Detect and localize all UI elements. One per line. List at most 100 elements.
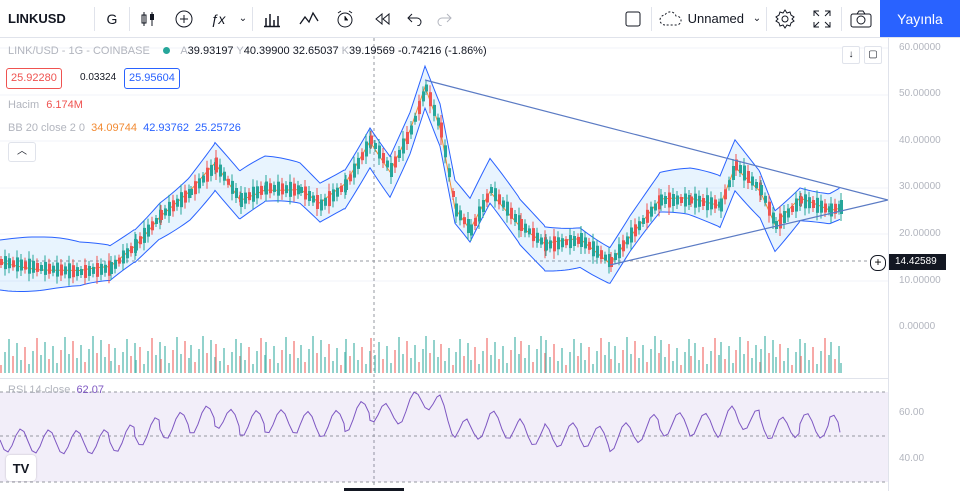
volume-bar bbox=[122, 352, 124, 373]
candle-body bbox=[406, 132, 409, 144]
candle-body bbox=[710, 197, 713, 210]
volume-bar bbox=[706, 364, 708, 373]
maximize-pane-icon[interactable]: ▢ bbox=[864, 46, 882, 64]
candle-body bbox=[630, 227, 633, 243]
candle-body bbox=[160, 210, 163, 220]
replay-icon[interactable] bbox=[363, 0, 401, 37]
volume-bar bbox=[751, 358, 753, 373]
volume-bar bbox=[223, 348, 225, 373]
candle-body bbox=[130, 246, 133, 254]
candle-body bbox=[698, 195, 701, 207]
volume-bar bbox=[227, 365, 229, 373]
fullscreen-icon[interactable] bbox=[803, 0, 841, 37]
volume-bar bbox=[76, 358, 78, 373]
chevron-down-icon[interactable]: ⌄ bbox=[752, 13, 762, 24]
time-scroll-handle[interactable] bbox=[344, 488, 404, 491]
candle-body bbox=[210, 164, 213, 176]
candle-body bbox=[48, 263, 51, 274]
candle-body bbox=[658, 195, 661, 210]
bb-lower-value: 25.25726 bbox=[195, 122, 241, 134]
volume-bar bbox=[349, 356, 351, 373]
divider bbox=[650, 6, 652, 31]
change-value: -0.74216 (-1.86%) bbox=[397, 45, 487, 57]
volume-bar bbox=[104, 357, 106, 373]
volume-bar bbox=[467, 343, 469, 373]
candle-body bbox=[273, 184, 276, 192]
candle-body bbox=[514, 214, 517, 222]
candle-body bbox=[634, 224, 637, 237]
candle-body bbox=[277, 181, 280, 196]
volume-bar bbox=[676, 348, 678, 373]
buy-price-box[interactable]: 25.95604 bbox=[124, 68, 180, 89]
pane-separator[interactable] bbox=[0, 378, 888, 379]
volume-bar bbox=[549, 357, 551, 373]
candle-body bbox=[808, 197, 811, 209]
volume-bar bbox=[557, 361, 559, 373]
volume-bar bbox=[422, 349, 424, 373]
volume-bar bbox=[0, 365, 2, 373]
volume-bar bbox=[808, 360, 810, 373]
price-chart[interactable] bbox=[0, 38, 888, 491]
add-alert-icon[interactable]: + bbox=[870, 255, 886, 271]
volume-bar bbox=[48, 359, 50, 373]
candle-body bbox=[36, 262, 39, 272]
candle-body bbox=[520, 219, 523, 231]
candle-body bbox=[779, 213, 782, 229]
sell-price-box[interactable]: 25.92280 bbox=[6, 68, 62, 89]
add-indicator-icon[interactable] bbox=[166, 0, 202, 37]
volume-bar bbox=[72, 341, 74, 373]
candle-body bbox=[168, 201, 171, 216]
candle-body bbox=[840, 200, 843, 214]
volume-bar bbox=[694, 343, 696, 373]
camera-icon[interactable] bbox=[842, 0, 880, 37]
candle-body bbox=[437, 117, 440, 126]
price-axis-label: 20.00000 bbox=[899, 228, 941, 239]
settings-icon[interactable] bbox=[767, 0, 803, 37]
candle-body bbox=[626, 236, 629, 245]
volume-bar bbox=[664, 357, 666, 373]
candle-body bbox=[219, 164, 222, 177]
layout-name[interactable]: Unnamed bbox=[687, 11, 744, 26]
bar-chart-icon[interactable] bbox=[253, 0, 291, 37]
candle-body bbox=[545, 239, 548, 251]
candle-body bbox=[510, 207, 513, 219]
candle-body bbox=[783, 211, 786, 223]
volume-bar bbox=[353, 343, 355, 373]
candle-body bbox=[569, 235, 572, 249]
volume-bar bbox=[830, 342, 832, 373]
candle-body bbox=[760, 185, 763, 195]
fx-icon[interactable]: ƒx bbox=[210, 10, 226, 27]
candle-body bbox=[702, 198, 705, 206]
chevron-down-icon[interactable]: ⌄ bbox=[238, 13, 248, 24]
volume-bar bbox=[190, 345, 192, 373]
volume-bar bbox=[510, 350, 512, 373]
cloud-icon[interactable] bbox=[658, 0, 684, 37]
volume-bar bbox=[52, 346, 54, 373]
tradingview-logo[interactable]: TV bbox=[6, 455, 36, 481]
candles-icon[interactable] bbox=[130, 0, 166, 37]
interval-button[interactable]: G bbox=[106, 10, 118, 27]
publish-button[interactable]: Yayınla bbox=[880, 0, 960, 37]
alert-icon[interactable] bbox=[327, 0, 363, 37]
candle-body bbox=[289, 181, 292, 197]
series-title[interactable]: LINK/USD - 1G - COINBASE bbox=[8, 45, 150, 57]
volume-bar bbox=[374, 355, 376, 373]
market-status-dot bbox=[162, 47, 170, 54]
checkbox-icon[interactable] bbox=[621, 0, 645, 37]
volume-bar bbox=[532, 362, 534, 373]
redo-icon[interactable] bbox=[429, 0, 459, 37]
indicators-icon[interactable] bbox=[291, 0, 327, 37]
candle-body bbox=[297, 185, 300, 195]
undo-icon[interactable] bbox=[401, 0, 429, 37]
candle-body bbox=[422, 91, 425, 102]
volume-bar bbox=[502, 346, 504, 373]
symbol-search[interactable]: LINKUSD bbox=[8, 11, 66, 26]
arrow-down-icon[interactable]: ↓ bbox=[842, 46, 860, 64]
candle-body bbox=[565, 239, 568, 246]
volume-bar bbox=[478, 364, 480, 373]
volume-bar bbox=[718, 355, 720, 373]
volume-bar bbox=[215, 344, 217, 373]
candle-body bbox=[834, 203, 837, 214]
collapse-legend-button[interactable]: ︿ bbox=[8, 142, 36, 162]
candle-body bbox=[361, 152, 364, 161]
